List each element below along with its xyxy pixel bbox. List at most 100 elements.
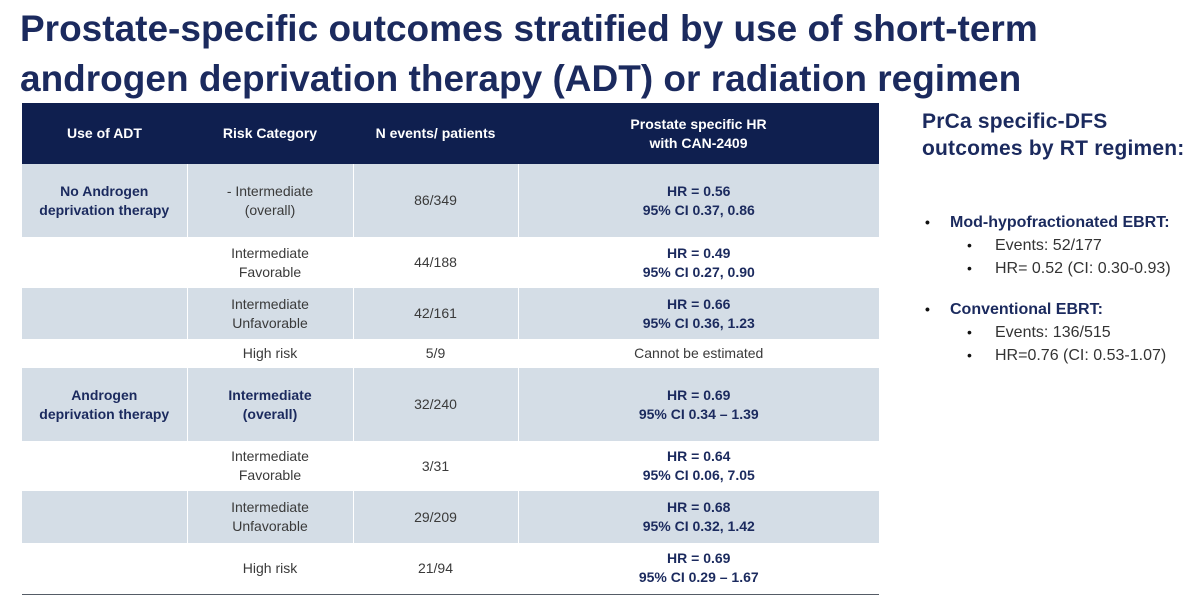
risk-line-1: - Intermediate xyxy=(226,182,314,199)
group-label-empty xyxy=(22,237,187,288)
rt-regimen-title-line-2: outcomes by RT regimen: xyxy=(922,137,1185,160)
risk-line-1: Intermediate xyxy=(228,386,312,403)
bullet-icon: • xyxy=(925,301,930,317)
regimen-conventional: • Conventional EBRT: • Events: 136/515 •… xyxy=(922,298,1194,367)
hr-value: HR = 0.68 xyxy=(667,499,731,515)
risk-line-2: (overall) xyxy=(242,405,298,422)
regimen-heading: • Conventional EBRT: xyxy=(922,298,1194,321)
table-row: Androgen deprivation therapy Intermediat… xyxy=(22,368,879,441)
n-events-cell: 86/349 xyxy=(352,164,518,237)
regimen-hypofractionated: • Mod-hypofractionated EBRT: • Events: 5… xyxy=(922,211,1194,280)
risk-line-1: Intermediate xyxy=(231,448,309,464)
ci-value: 95% CI 0.29 – 1.67 xyxy=(638,569,759,586)
n-events-cell: 32/240 xyxy=(352,368,518,441)
hr-cell: Cannot be estimated xyxy=(517,339,879,368)
risk-line-2: Favorable xyxy=(238,467,302,483)
risk-line-2: (overall) xyxy=(244,201,296,218)
bullet-icon: • xyxy=(925,214,930,230)
ci-value: 95% CI 0.37, 0.86 xyxy=(642,201,755,218)
regimen-events-text: Events: 52/177 xyxy=(995,237,1102,254)
hr-cell: HR = 0.56 95% CI 0.37, 0.86 xyxy=(517,164,879,237)
n-events-cell: 3/31 xyxy=(352,441,518,491)
table-row: Intermediate Unfavorable 42/161 HR = 0.6… xyxy=(22,288,879,339)
hr-value: HR = 0.69 xyxy=(667,386,731,403)
header-use-of-adt: Use of ADT xyxy=(22,103,187,164)
risk-category-cell: Intermediate Unfavorable xyxy=(186,491,353,543)
hr-cell: HR = 0.68 95% CI 0.32, 1.42 xyxy=(517,491,879,543)
table-row: No Androgen deprivation therapy - Interm… xyxy=(22,164,879,237)
risk-category-cell: Intermediate Favorable xyxy=(186,237,353,288)
hr-value: HR = 0.49 xyxy=(667,244,731,261)
group-label-empty xyxy=(22,441,187,491)
risk-category-cell: - Intermediate (overall) xyxy=(186,164,353,237)
risk-category-cell: Intermediate (overall) xyxy=(186,368,353,441)
ci-value: 95% CI 0.36, 1.23 xyxy=(642,314,755,331)
regimen-name: Mod-hypofractionated EBRT: xyxy=(950,214,1170,231)
group-label-line-2: deprivation therapy xyxy=(39,405,170,422)
group-label-empty xyxy=(22,288,187,339)
hr-value: HR = 0.66 xyxy=(667,295,731,312)
group-label-empty xyxy=(22,543,187,595)
table-row: High risk 21/94 HR = 0.69 95% CI 0.29 – … xyxy=(22,543,879,595)
header-n-events: N events/ patients xyxy=(353,103,518,164)
rt-regimen-panel: PrCa specific-DFS outcomes by RT regimen… xyxy=(922,108,1194,364)
ci-value: 95% CI 0.27, 0.90 xyxy=(642,263,755,280)
risk-category-cell: Intermediate Unfavorable xyxy=(186,288,353,339)
hr-value: HR = 0.64 xyxy=(667,448,731,464)
n-events-cell: 29/209 xyxy=(352,491,518,543)
table-row: Intermediate Favorable 44/188 HR = 0.49 … xyxy=(22,237,879,288)
header-hr: Prostate specific HR with CAN-2409 xyxy=(518,103,879,164)
ci-value: 95% CI 0.06, 7.05 xyxy=(642,467,755,483)
header-risk-category: Risk Category xyxy=(187,103,353,164)
risk-line-1: Intermediate xyxy=(231,499,309,515)
bullet-icon: • xyxy=(967,347,972,363)
table-header-row: Use of ADT Risk Category N events/ patie… xyxy=(22,103,879,164)
group-label-empty xyxy=(22,339,187,368)
regimen-events: • Events: 136/515 xyxy=(922,321,1194,344)
hr-cell: HR = 0.69 95% CI 0.29 – 1.67 xyxy=(517,543,879,595)
header-hr-line-1: Prostate specific HR xyxy=(630,115,767,132)
risk-category-cell: High risk xyxy=(186,339,353,368)
hr-cell: HR = 0.66 95% CI 0.36, 1.23 xyxy=(517,288,879,339)
risk-category-cell: Intermediate Favorable xyxy=(186,441,353,491)
risk-line-2: Unfavorable xyxy=(232,314,308,331)
outcomes-table: Use of ADT Risk Category N events/ patie… xyxy=(22,103,879,595)
group-label-line-1: No Androgen xyxy=(60,182,149,199)
group-label-line-2: deprivation therapy xyxy=(39,201,170,218)
regimen-events: • Events: 52/177 xyxy=(922,234,1194,257)
group-label-adt: Androgen deprivation therapy xyxy=(22,368,187,441)
bullet-icon: • xyxy=(967,237,972,253)
regimen-events-text: Events: 136/515 xyxy=(995,324,1111,341)
rt-regimen-title-line-1: PrCa specific-DFS xyxy=(922,110,1108,133)
table-row: High risk 5/9 Cannot be estimated xyxy=(22,339,879,368)
hr-cell: HR = 0.49 95% CI 0.27, 0.90 xyxy=(517,237,879,288)
regimen-hr-text: HR=0.76 (CI: 0.53-1.07) xyxy=(995,347,1167,364)
rt-regimen-title: PrCa specific-DFS outcomes by RT regimen… xyxy=(922,108,1194,162)
page-title: Prostate-specific outcomes stratified by… xyxy=(20,4,1190,104)
risk-line-2: Unfavorable xyxy=(232,518,308,534)
risk-category-cell: High risk xyxy=(186,543,353,595)
risk-line-1: Intermediate xyxy=(231,295,309,312)
page-title-line-2: androgen deprivation therapy (ADT) or ra… xyxy=(20,58,1022,99)
bullet-icon: • xyxy=(967,324,972,340)
regimen-hr: • HR=0.76 (CI: 0.53-1.07) xyxy=(922,344,1194,367)
ci-value: 95% CI 0.34 – 1.39 xyxy=(638,405,759,422)
group-label-line-1: Androgen xyxy=(71,386,138,403)
regimen-heading: • Mod-hypofractionated EBRT: xyxy=(922,211,1194,234)
hr-value: HR = 0.56 xyxy=(667,182,731,199)
n-events-cell: 44/188 xyxy=(352,237,518,288)
header-hr-line-2: with CAN-2409 xyxy=(649,134,748,151)
hr-cell: HR = 0.69 95% CI 0.34 – 1.39 xyxy=(517,368,879,441)
group-label-empty xyxy=(22,491,187,543)
n-events-cell: 21/94 xyxy=(352,543,518,595)
hr-value: HR = 0.69 xyxy=(667,550,731,567)
n-events-cell: 42/161 xyxy=(352,288,518,339)
risk-line-2: Favorable xyxy=(238,263,302,280)
table-row: Intermediate Favorable 3/31 HR = 0.64 95… xyxy=(22,441,879,491)
hr-cell: HR = 0.64 95% CI 0.06, 7.05 xyxy=(517,441,879,491)
table-row: Intermediate Unfavorable 29/209 HR = 0.6… xyxy=(22,491,879,543)
group-label-no-adt: No Androgen deprivation therapy xyxy=(22,164,187,237)
regimen-name: Conventional EBRT: xyxy=(950,301,1103,318)
page-title-line-1: Prostate-specific outcomes stratified by… xyxy=(20,8,1038,49)
regimen-hr-text: HR= 0.52 (CI: 0.30-0.93) xyxy=(995,260,1171,277)
